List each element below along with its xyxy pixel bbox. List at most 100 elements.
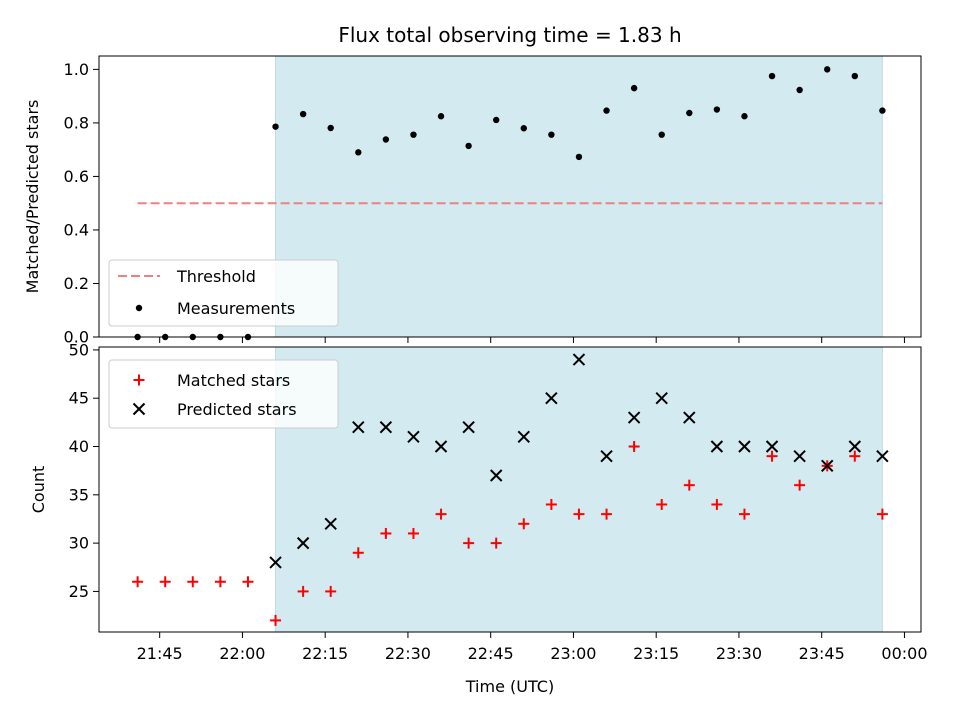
top-legend-box [108, 259, 339, 327]
matched-point [518, 518, 530, 530]
legend-predicted-swatch [132, 402, 146, 416]
bottom-xtick-label: 00:00 [881, 644, 927, 663]
matched-point [849, 450, 861, 462]
cross-b [572, 353, 586, 366]
cross-b [490, 469, 503, 482]
measurement-point [355, 149, 362, 156]
measurement-point [658, 131, 665, 138]
predicted-point [545, 391, 558, 405]
matched-point [545, 498, 557, 510]
matched-point [794, 479, 806, 491]
bottom-ytick-label: 35 [69, 485, 89, 504]
predicted-point [517, 430, 530, 444]
bottom-x-axis-label: Time (UTC) [465, 677, 554, 696]
cross-b [821, 459, 834, 473]
legend-threshold-label: Threshold [176, 267, 256, 286]
cross-b [876, 449, 889, 463]
measurement-point [824, 66, 831, 73]
cross-b [627, 411, 641, 424]
matched-point [876, 508, 888, 520]
predicted-point [793, 449, 806, 463]
measurement-point [437, 113, 445, 120]
bottom-xtick-label: 23:00 [550, 644, 596, 663]
top-ytick-label: 0.6 [64, 167, 89, 186]
predicted-point [324, 517, 337, 531]
matched-point [352, 547, 364, 559]
matched-point [490, 537, 502, 549]
matched-point [435, 508, 447, 520]
predicted-point [600, 449, 613, 463]
matched-point [159, 576, 171, 588]
measurement-point [713, 106, 721, 113]
measurement-point [851, 72, 858, 80]
cross-b [379, 420, 393, 434]
cross-b [324, 517, 337, 531]
legend-matched-label: Matched stars [177, 371, 290, 390]
predicted-point [572, 353, 586, 366]
top-observing-window [275, 55, 883, 338]
cross-b [132, 402, 146, 416]
predicted-point [352, 420, 365, 434]
legend-measurements-label: Measurements [177, 299, 295, 318]
measurement-point [686, 109, 693, 117]
matched-point [325, 585, 337, 597]
matched-point [656, 498, 668, 510]
bottom-xtick-label: 22:45 [468, 644, 514, 663]
predicted-point [269, 556, 282, 569]
bottom-ytick-label: 30 [69, 534, 89, 553]
matched-point [628, 441, 640, 453]
matched-point [711, 498, 723, 510]
matched-point [573, 508, 585, 520]
predicted-point [765, 440, 779, 453]
bottom-legend-box [108, 359, 339, 429]
bottom-y-axis-label: Count [29, 466, 48, 514]
bottom-ytick-label: 45 [69, 389, 89, 408]
bottom-xtick-label: 23:45 [799, 644, 845, 663]
cross-b [269, 556, 282, 569]
measurement-point [382, 136, 390, 143]
cross-b [517, 430, 530, 444]
measurement-point [327, 124, 334, 132]
legend-cross-marker [132, 402, 146, 416]
cross-b [738, 440, 751, 453]
matched-point [407, 527, 419, 539]
predicted-stars-series [269, 353, 889, 569]
top-ytick-label: 0.2 [64, 274, 89, 293]
matched-point [132, 576, 144, 588]
measurement-point [410, 131, 417, 138]
top-ytick-label: 1.0 [64, 60, 89, 79]
measurement-point [879, 107, 886, 114]
bottom-legend: Matched stars Predicted stars [108, 359, 339, 429]
measurement-point [630, 84, 638, 92]
bottom-ytick-label: 40 [69, 437, 89, 456]
top-ytick-label: 0.0 [64, 328, 89, 347]
measurement-point [272, 123, 279, 130]
predicted-point [627, 411, 641, 424]
top-x-ticks [159, 337, 905, 343]
legend-predicted-label: Predicted stars [177, 400, 297, 419]
bottom-y-axis: 25 30 35 40 45 50 [69, 340, 99, 601]
measurement-point [575, 153, 583, 161]
legend-measurements-swatch [135, 304, 143, 312]
cross-b [683, 411, 696, 424]
cross-b [600, 449, 613, 463]
measurement-point [493, 116, 500, 124]
matched-point [270, 614, 282, 626]
predicted-point [821, 459, 834, 473]
predicted-point [876, 449, 889, 463]
top-y-axis-label: Matched/Predicted stars [23, 100, 42, 294]
top-ytick-label: 0.4 [64, 220, 89, 239]
bottom-xtick-label: 22:30 [385, 644, 431, 663]
legend-plus-marker [133, 374, 145, 386]
cross-b [296, 536, 310, 550]
cross-b [352, 420, 365, 434]
measurement-point [768, 72, 776, 80]
cross-b [545, 391, 558, 405]
matched-point [766, 450, 778, 462]
measurement-point [520, 125, 527, 132]
matched-point [297, 585, 309, 597]
measurement-point [465, 142, 472, 150]
matched-point [463, 537, 475, 549]
top-plot-frame [98, 55, 922, 338]
cross-b [793, 449, 806, 463]
